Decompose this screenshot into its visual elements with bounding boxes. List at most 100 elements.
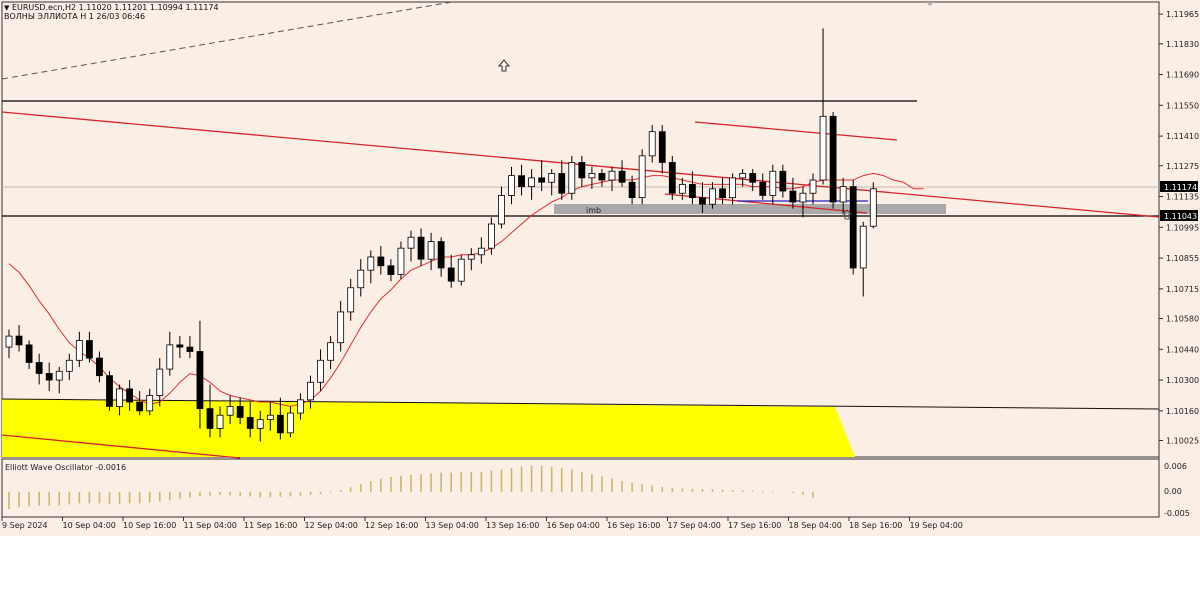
candle — [196, 320, 204, 429]
candle — [799, 186, 807, 218]
candle — [538, 160, 546, 192]
candle-body — [608, 170, 616, 181]
imb-label: imb — [586, 206, 601, 215]
candle — [146, 388, 154, 416]
candle-body — [518, 175, 525, 188]
candle-body — [709, 188, 716, 205]
candle-body — [256, 419, 264, 429]
y-tick-label: 1.11550 — [1166, 101, 1199, 110]
price-pane-frame — [1, 1, 1160, 458]
x-tick-label: 10 Sep 04:00 — [63, 521, 116, 530]
candle-body — [266, 414, 274, 421]
candle-body — [809, 179, 817, 194]
candle-body — [648, 131, 656, 157]
period-separator-marker-icon — [926, 2, 934, 6]
candle — [136, 391, 144, 416]
candle — [236, 397, 244, 425]
candle-body — [146, 395, 154, 412]
candle — [608, 166, 616, 192]
x-tick-label: 18 Sep 04:00 — [789, 521, 842, 530]
candle-body — [276, 414, 284, 434]
candle-body — [618, 170, 626, 183]
candle — [437, 237, 445, 277]
imb-zone — [554, 204, 946, 214]
candle-body — [45, 373, 53, 381]
x-tick-label: 13 Sep 04:00 — [426, 521, 479, 530]
candle-body — [65, 359, 73, 372]
x-tick-label: 16 Sep 04:00 — [547, 521, 600, 530]
candle — [689, 171, 696, 205]
candle — [317, 349, 324, 392]
osc-tick-top: 0.006 — [1164, 462, 1187, 471]
candle — [508, 166, 515, 205]
symbol-header[interactable]: ▼ EURUSD.ecn,H2 1.11020 1.11201 1.10994 … — [4, 3, 219, 13]
candle-body — [216, 414, 224, 429]
candle — [829, 111, 837, 209]
candle — [347, 278, 355, 321]
chart-canvas[interactable]: imb 1.119651.118301.116901.115501.114101… — [0, 0, 1200, 536]
candle — [226, 395, 234, 425]
candle — [337, 300, 345, 352]
candle — [286, 406, 294, 438]
candle — [779, 164, 787, 198]
candle-body — [25, 344, 33, 363]
candle-body — [5, 335, 13, 348]
candle-body — [689, 184, 696, 199]
candle — [397, 241, 405, 279]
dropdown-triangle-icon[interactable]: ▼ — [4, 4, 10, 12]
candle — [357, 259, 365, 297]
candle — [709, 182, 716, 209]
y-tick-label: 1.10160 — [1166, 407, 1199, 416]
candle — [648, 125, 656, 163]
candle — [498, 186, 505, 229]
candle — [367, 250, 375, 284]
candle — [658, 125, 666, 174]
x-tick-label: 17 Sep 04:00 — [668, 521, 721, 530]
candle-body — [337, 311, 345, 344]
candle — [25, 340, 33, 370]
y-tick-label: 1.10715 — [1166, 285, 1199, 294]
candle-body — [35, 362, 43, 374]
candle-body — [819, 115, 827, 181]
candle-body — [849, 186, 857, 269]
chart-window[interactable]: imb 1.11965 1.11830 1.11690 1.11550 1.11410 1… — [0, 0, 1200, 536]
candle — [739, 169, 747, 187]
candle-body — [859, 225, 867, 269]
candle — [407, 230, 415, 262]
candle-body — [106, 375, 113, 407]
candle-body — [126, 388, 133, 403]
candle-body — [568, 162, 576, 194]
candle — [447, 254, 455, 288]
candle — [55, 366, 63, 394]
candle-body — [719, 188, 726, 199]
candle-body — [96, 357, 103, 377]
candle-body — [206, 408, 214, 429]
osc-tick-bottom: -0.005 — [1164, 509, 1190, 518]
candle-body — [668, 162, 676, 194]
candle — [246, 402, 254, 438]
osc-tick-zero: 0.00 — [1164, 487, 1182, 496]
candle-body — [678, 184, 686, 194]
candle — [638, 149, 646, 205]
candle — [216, 406, 224, 438]
candle — [266, 402, 274, 431]
candle-body — [739, 173, 747, 179]
candle — [417, 228, 425, 266]
candle-body — [347, 287, 355, 313]
candle-body — [166, 344, 174, 370]
candle — [75, 331, 83, 367]
candle — [106, 371, 113, 411]
y-tick-label: 1.10300 — [1166, 376, 1199, 385]
candle — [387, 259, 395, 282]
y-tick-label: 1.11965 — [1166, 10, 1199, 19]
candle-body — [86, 340, 93, 359]
candle — [206, 384, 214, 438]
candle-body — [55, 370, 63, 381]
candle — [668, 155, 676, 200]
y-tick-label: 1.11410 — [1166, 132, 1199, 141]
candle — [699, 182, 706, 214]
candle-body — [437, 241, 445, 269]
x-tick-label: 11 Sep 16:00 — [244, 521, 297, 530]
current-price-label: 1.11174 — [1164, 183, 1197, 192]
candle-body — [15, 335, 23, 346]
